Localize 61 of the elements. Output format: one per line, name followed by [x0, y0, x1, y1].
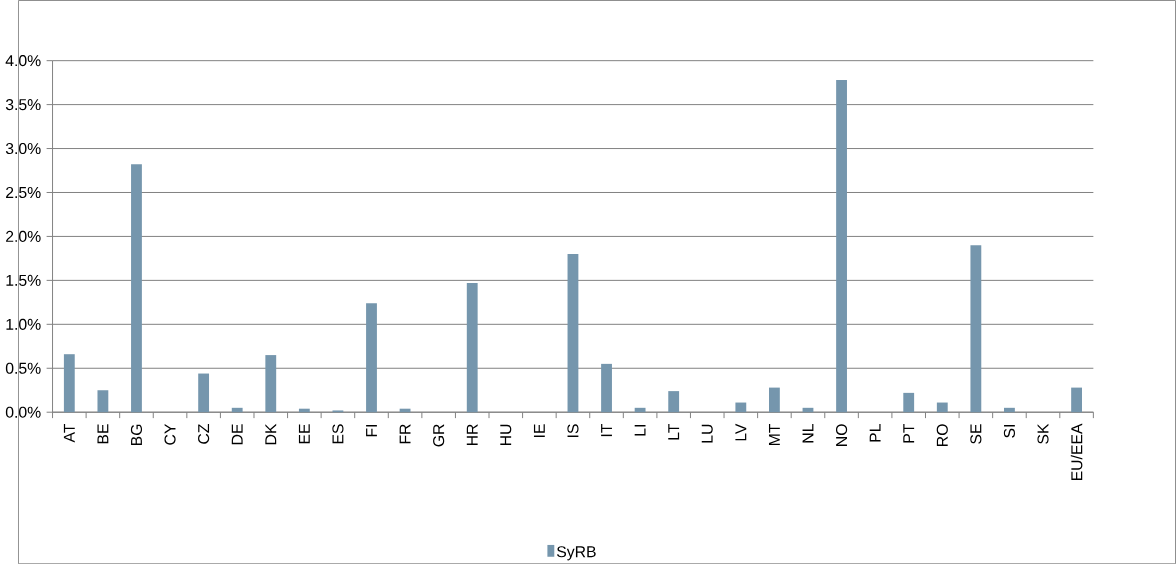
bar [97, 390, 109, 413]
bar [668, 390, 680, 413]
bar [131, 164, 142, 413]
x-tick-label: HU [500, 424, 512, 445]
bar [903, 392, 915, 413]
x-tick-label: HR [466, 424, 478, 445]
y-tick-label: 0.5% [5, 362, 41, 374]
bar [601, 363, 612, 413]
x-tick-label: GR [433, 424, 445, 447]
x-tick-label: AT [63, 423, 75, 443]
x-tick-label: BE [97, 424, 109, 444]
x-tick-label: MT [768, 423, 780, 445]
x-tick-label: IE [533, 424, 545, 437]
x-tick-label: IT [601, 423, 612, 436]
x-tick-label: FR [399, 424, 411, 444]
x-tick-label: CY [164, 423, 176, 445]
x-tick-label: SE [970, 424, 982, 444]
bar [768, 387, 780, 413]
y-tick-label: 3.5% [5, 98, 41, 111]
bar [1004, 407, 1015, 413]
x-tick-label: CZ [198, 423, 210, 444]
x-tick-label: DK [265, 423, 277, 445]
legend-label: SyRB [556, 546, 596, 561]
x-tick-label: SI [1003, 424, 1016, 438]
bar [63, 354, 75, 413]
y-tick-label: 4.0% [5, 54, 41, 67]
x-tick-label: SK [1037, 423, 1049, 444]
x-tick-label: IS [567, 424, 579, 437]
x-tick-label: NL [802, 423, 814, 443]
x-tick-label: LV [735, 423, 747, 441]
x-tick-label: LT [668, 423, 680, 440]
y-tick-label: 1.0% [6, 318, 41, 330]
x-tick-label: PT [903, 423, 915, 443]
bar [265, 354, 277, 413]
bar [836, 79, 847, 413]
x-tick-label: BG [130, 424, 143, 445]
bar [567, 253, 579, 413]
bar [466, 282, 478, 413]
x-tick-label: EE [298, 424, 310, 444]
y-tick-label: 0.0% [5, 406, 41, 418]
bar [231, 407, 243, 413]
bar [1071, 387, 1082, 413]
bar [366, 303, 377, 413]
y-tick-label: 2.5% [6, 186, 41, 198]
bar [198, 373, 210, 413]
bar [936, 402, 948, 413]
x-tick-label: ES [332, 424, 344, 444]
y-tick-label: 2.0% [6, 230, 41, 242]
bar [735, 402, 747, 413]
bar [970, 245, 982, 413]
x-tick-label: FI [366, 424, 377, 437]
x-tick-label: LU [701, 424, 713, 443]
y-tick-label: 1.5% [6, 274, 41, 286]
x-tick-label: LI [634, 424, 646, 436]
x-tick-label: DE [231, 424, 243, 445]
bar [634, 407, 646, 413]
x-tick-label: PL [869, 423, 881, 442]
y-tick-label: 3.0% [5, 142, 41, 154]
x-tick-label: EU/EEA [1070, 423, 1083, 480]
x-tick-label: NO [835, 424, 848, 446]
x-tick-label: RO [936, 424, 948, 446]
